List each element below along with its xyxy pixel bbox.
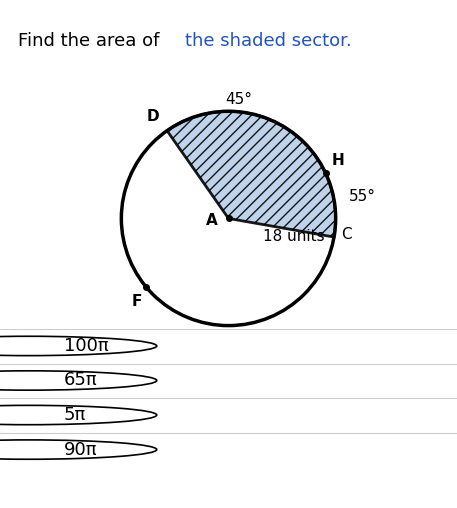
- Text: Find the area of: Find the area of: [18, 32, 165, 50]
- Text: 45°: 45°: [226, 92, 253, 107]
- Text: C: C: [341, 228, 352, 242]
- Text: H: H: [332, 153, 345, 168]
- Text: 90π: 90π: [64, 440, 97, 459]
- Text: 5π: 5π: [64, 406, 86, 424]
- Text: 55°: 55°: [349, 189, 376, 204]
- Text: A: A: [206, 213, 218, 228]
- Text: 65π: 65π: [64, 371, 98, 390]
- Text: F: F: [132, 294, 142, 309]
- Text: 18 units: 18 units: [263, 229, 325, 244]
- Text: D: D: [147, 109, 159, 124]
- Text: 100π: 100π: [64, 337, 109, 355]
- Text: the shaded sector.: the shaded sector.: [185, 32, 352, 50]
- Wedge shape: [167, 111, 335, 237]
